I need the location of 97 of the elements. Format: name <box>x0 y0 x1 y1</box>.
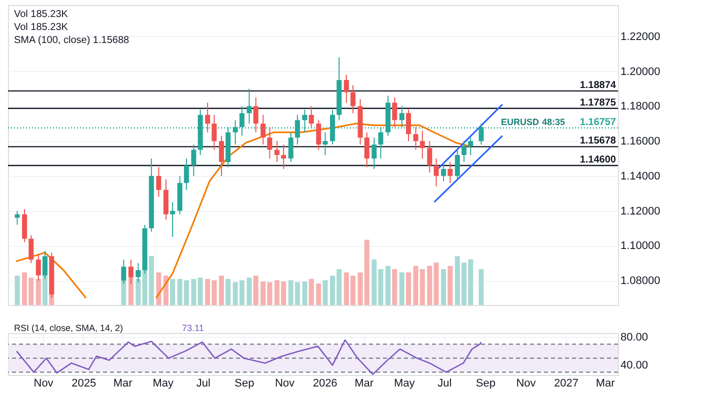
bar <box>198 278 203 305</box>
x-tick-label: Nov <box>516 378 536 390</box>
candlestick <box>170 202 176 238</box>
x-tick-label: Mar <box>113 378 133 390</box>
candlestick <box>364 132 370 168</box>
x-tick-label: Jul <box>196 378 210 390</box>
x-tick-label: Jul <box>438 378 452 390</box>
bar <box>163 276 168 305</box>
bar <box>399 272 404 305</box>
candlestick <box>413 126 418 150</box>
bar <box>478 269 484 305</box>
candlestick <box>205 102 210 133</box>
bar <box>36 278 41 305</box>
annotation: SMA (100, close) 1.15688 <box>14 35 130 46</box>
x-tick-label: Nov <box>34 378 54 390</box>
x-tick-label: Mar <box>596 378 616 390</box>
ref-line-label: 1.16757 <box>580 116 616 128</box>
annotation: EURUSD <box>501 116 540 127</box>
candlestick <box>253 96 258 133</box>
candlestick <box>468 137 474 156</box>
bar <box>170 278 176 305</box>
candlestick <box>281 144 286 170</box>
annotation: Vol 185.23K <box>14 9 68 20</box>
x-tick-label: May <box>152 378 174 390</box>
ref-line-label: 1.14600 <box>580 154 616 166</box>
x-tick-label: 2026 <box>312 378 338 390</box>
candlestick <box>191 144 196 176</box>
candlestick <box>406 109 411 142</box>
candlestick <box>212 114 217 150</box>
bar <box>434 262 439 305</box>
bar <box>218 276 224 305</box>
candlestick <box>344 74 349 104</box>
y-tick-label: 1.20000 <box>620 66 660 78</box>
candlestick <box>260 114 266 146</box>
ref-line-label: 1.15678 <box>580 136 616 147</box>
text: 73.11 <box>182 323 204 333</box>
bar <box>246 278 252 305</box>
candlestick <box>218 135 224 176</box>
candlestick <box>392 96 398 128</box>
candlestick <box>267 126 272 159</box>
bar <box>406 272 411 305</box>
candlestick <box>156 166 162 198</box>
candlestick <box>454 149 460 180</box>
bar <box>316 283 322 305</box>
candlestick <box>322 132 328 156</box>
y-tick-label: 1.22000 <box>620 30 660 43</box>
candlestick <box>441 161 446 182</box>
candlestick <box>420 130 425 159</box>
x-tick-label: May <box>394 378 416 390</box>
x-tick-label: 2025 <box>72 378 96 390</box>
y-tick-label: 1.12000 <box>620 205 660 218</box>
y-tick-label: 40.00 <box>620 360 648 372</box>
annotation: Vol 185.23K <box>14 22 68 33</box>
bar <box>392 269 398 305</box>
candlestick <box>448 161 453 184</box>
y-tick-label: 1.16000 <box>620 136 660 148</box>
candlestick <box>184 158 189 190</box>
candlestick <box>274 140 280 162</box>
bar <box>302 282 308 305</box>
y-tick-label: 1.14000 <box>620 170 660 182</box>
bar <box>441 269 446 305</box>
candlestick <box>378 126 384 159</box>
bar <box>226 278 231 305</box>
ref-line-label: 1.17875 <box>580 97 616 108</box>
bar <box>253 276 258 305</box>
candlestick <box>14 210 20 226</box>
text: RSI (14, close, SMA, 14, 2) <box>14 323 124 333</box>
candlestick <box>288 132 294 162</box>
bar <box>308 278 314 305</box>
bar <box>386 266 391 305</box>
candlestick <box>434 158 439 187</box>
bar <box>427 266 432 305</box>
y-tick-label: 1.10000 <box>620 240 660 252</box>
x-tick-label: Mar <box>354 378 374 390</box>
bar <box>322 280 328 305</box>
x-tick-label: Nov <box>274 378 296 390</box>
x-tick-label: 2027 <box>554 378 579 390</box>
x-tick-label: Sep <box>234 378 254 390</box>
candlestick <box>462 140 467 162</box>
y-tick-label: 80.00 <box>620 332 648 344</box>
y-tick-label: 1.08000 <box>620 275 660 288</box>
y-tick-label: 1.18000 <box>620 100 660 113</box>
candlestick <box>427 140 432 173</box>
candlestick <box>316 120 322 150</box>
annotation: 48:35 <box>542 116 566 127</box>
bar <box>156 272 162 305</box>
x-tick-label: Sep <box>476 378 496 390</box>
candlestick <box>246 88 252 124</box>
bar <box>191 278 196 305</box>
candlestick <box>350 84 356 114</box>
candlestick <box>308 106 314 128</box>
candlestick <box>372 137 377 170</box>
candlestick <box>28 234 34 264</box>
bar <box>14 276 20 305</box>
line-series <box>16 339 482 375</box>
bar <box>448 266 453 305</box>
ref-line-label: 1.18874 <box>580 80 616 91</box>
